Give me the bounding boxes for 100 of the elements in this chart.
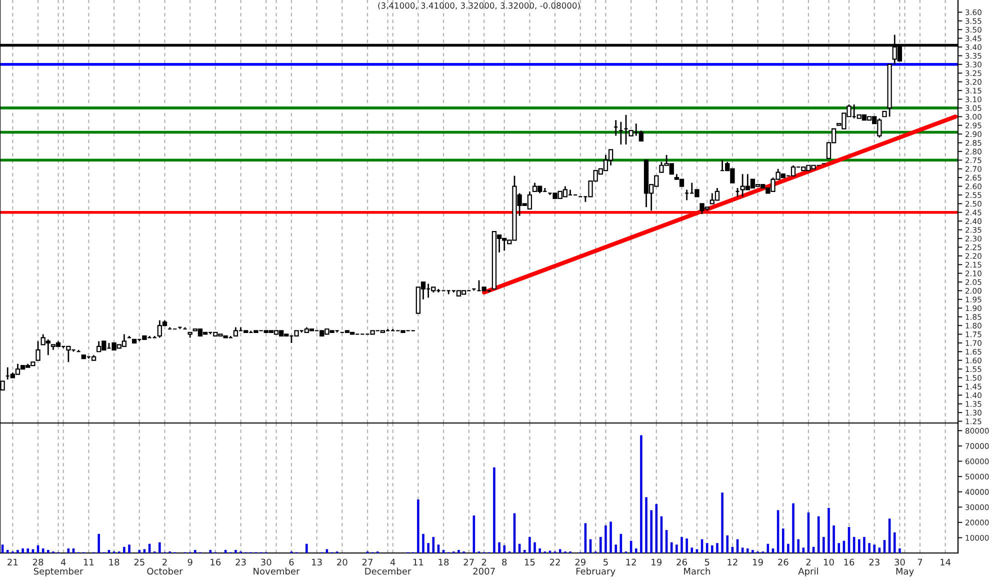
x-tick-label: 27 xyxy=(362,558,372,566)
x-tick-label: 2 October xyxy=(147,558,183,575)
x-tick-label: 18 xyxy=(438,558,449,566)
bar xyxy=(640,435,642,553)
x-tick-label: 21 xyxy=(8,558,18,566)
bar xyxy=(828,508,830,553)
bar xyxy=(417,499,420,553)
bar xyxy=(716,543,718,553)
bar xyxy=(422,534,424,553)
x-tick-label: 19 xyxy=(753,558,763,566)
x-tick-label: 10 xyxy=(824,558,834,566)
bar xyxy=(858,539,860,553)
bar xyxy=(98,534,100,553)
bar xyxy=(832,525,835,553)
bar xyxy=(645,497,648,553)
bar xyxy=(802,548,805,553)
x-tick-label: 13 xyxy=(312,558,322,566)
bar xyxy=(306,544,308,553)
x-tick-label: 7 xyxy=(918,558,922,566)
bar xyxy=(873,544,876,553)
x-tick-label: May xyxy=(896,568,914,576)
bar xyxy=(326,549,328,553)
bar xyxy=(158,542,161,553)
bar xyxy=(128,544,130,553)
bar xyxy=(143,549,146,553)
bar xyxy=(16,550,19,553)
x-tick-label: September xyxy=(34,568,84,576)
bar xyxy=(721,492,724,553)
bar xyxy=(741,548,744,553)
x-tick-label: 4 xyxy=(390,558,396,566)
x-tick-label: 6 xyxy=(289,558,294,566)
x-tick-label: 23 xyxy=(236,558,246,566)
bar xyxy=(680,536,683,553)
x-tick-label: 4 xyxy=(60,558,66,566)
bar xyxy=(822,536,825,553)
bar xyxy=(894,532,896,553)
bar xyxy=(538,548,541,553)
bar xyxy=(22,548,24,553)
x-tick-label: November xyxy=(254,568,300,575)
bar xyxy=(534,542,536,553)
bar xyxy=(863,536,866,553)
bar xyxy=(634,548,638,553)
x-tick-label: February xyxy=(576,568,616,576)
candlestick xyxy=(638,130,644,142)
x-tick-label: 15 xyxy=(524,558,535,566)
x-tick-label: March xyxy=(684,568,710,575)
bar xyxy=(503,545,506,553)
bar xyxy=(47,550,50,553)
bar xyxy=(123,546,126,553)
x-tick-label: 2 2007 xyxy=(473,558,495,575)
bar xyxy=(432,536,435,553)
x-tick-label: 26 xyxy=(778,558,788,566)
bar xyxy=(726,535,729,553)
bar xyxy=(696,549,698,553)
bar xyxy=(604,525,607,553)
bar xyxy=(32,549,34,553)
x-tick-label: 11 xyxy=(413,558,424,566)
bar xyxy=(670,542,673,553)
x-tick-label: 9 xyxy=(188,558,192,566)
x-tick-label: 30 xyxy=(894,558,905,566)
bar xyxy=(752,550,754,553)
bar xyxy=(676,544,678,553)
bar xyxy=(797,539,800,553)
bar xyxy=(650,510,652,553)
bar xyxy=(792,503,794,553)
bar xyxy=(234,550,237,553)
x-tick-label: 26 xyxy=(676,558,687,566)
x-tick-label: 29 xyxy=(575,558,586,566)
bar xyxy=(614,544,617,553)
bar xyxy=(838,543,840,553)
bar xyxy=(209,550,212,553)
bar xyxy=(458,550,460,553)
x-tick-label: 25 xyxy=(134,558,144,566)
x-tick-label: 23 xyxy=(869,558,880,566)
x-tick-label: 22 xyxy=(550,558,560,566)
x-tick-label: 16 xyxy=(844,558,854,566)
x-tick-label: 14 xyxy=(940,558,951,566)
bar xyxy=(528,536,531,553)
x-tick-label: December xyxy=(365,568,412,575)
x-tick-label: 8 xyxy=(502,558,507,566)
chart-title: (3.41000, 3.41000, 3.32000, 3.32000, -0.08000) xyxy=(378,2,580,10)
x-tick-label: 5 xyxy=(604,558,608,566)
bar xyxy=(498,542,500,553)
bar xyxy=(868,543,870,553)
bar xyxy=(610,522,612,553)
x-tick-label: 28 xyxy=(32,558,44,566)
bar xyxy=(711,545,714,553)
bar xyxy=(878,548,881,553)
x-tick-label: 5 xyxy=(704,558,710,566)
bar xyxy=(746,548,749,553)
candlestick xyxy=(790,164,796,177)
bar xyxy=(787,544,790,553)
x-tick-label: 11 xyxy=(84,558,94,566)
x-tick-label: 20 xyxy=(337,558,348,566)
x-tick-label: 27 xyxy=(464,558,474,566)
bar xyxy=(600,536,602,553)
x-tick-label: 18 xyxy=(109,558,120,566)
bar xyxy=(26,548,30,553)
x-tick-label: 12 xyxy=(626,558,636,566)
bar xyxy=(194,550,196,553)
